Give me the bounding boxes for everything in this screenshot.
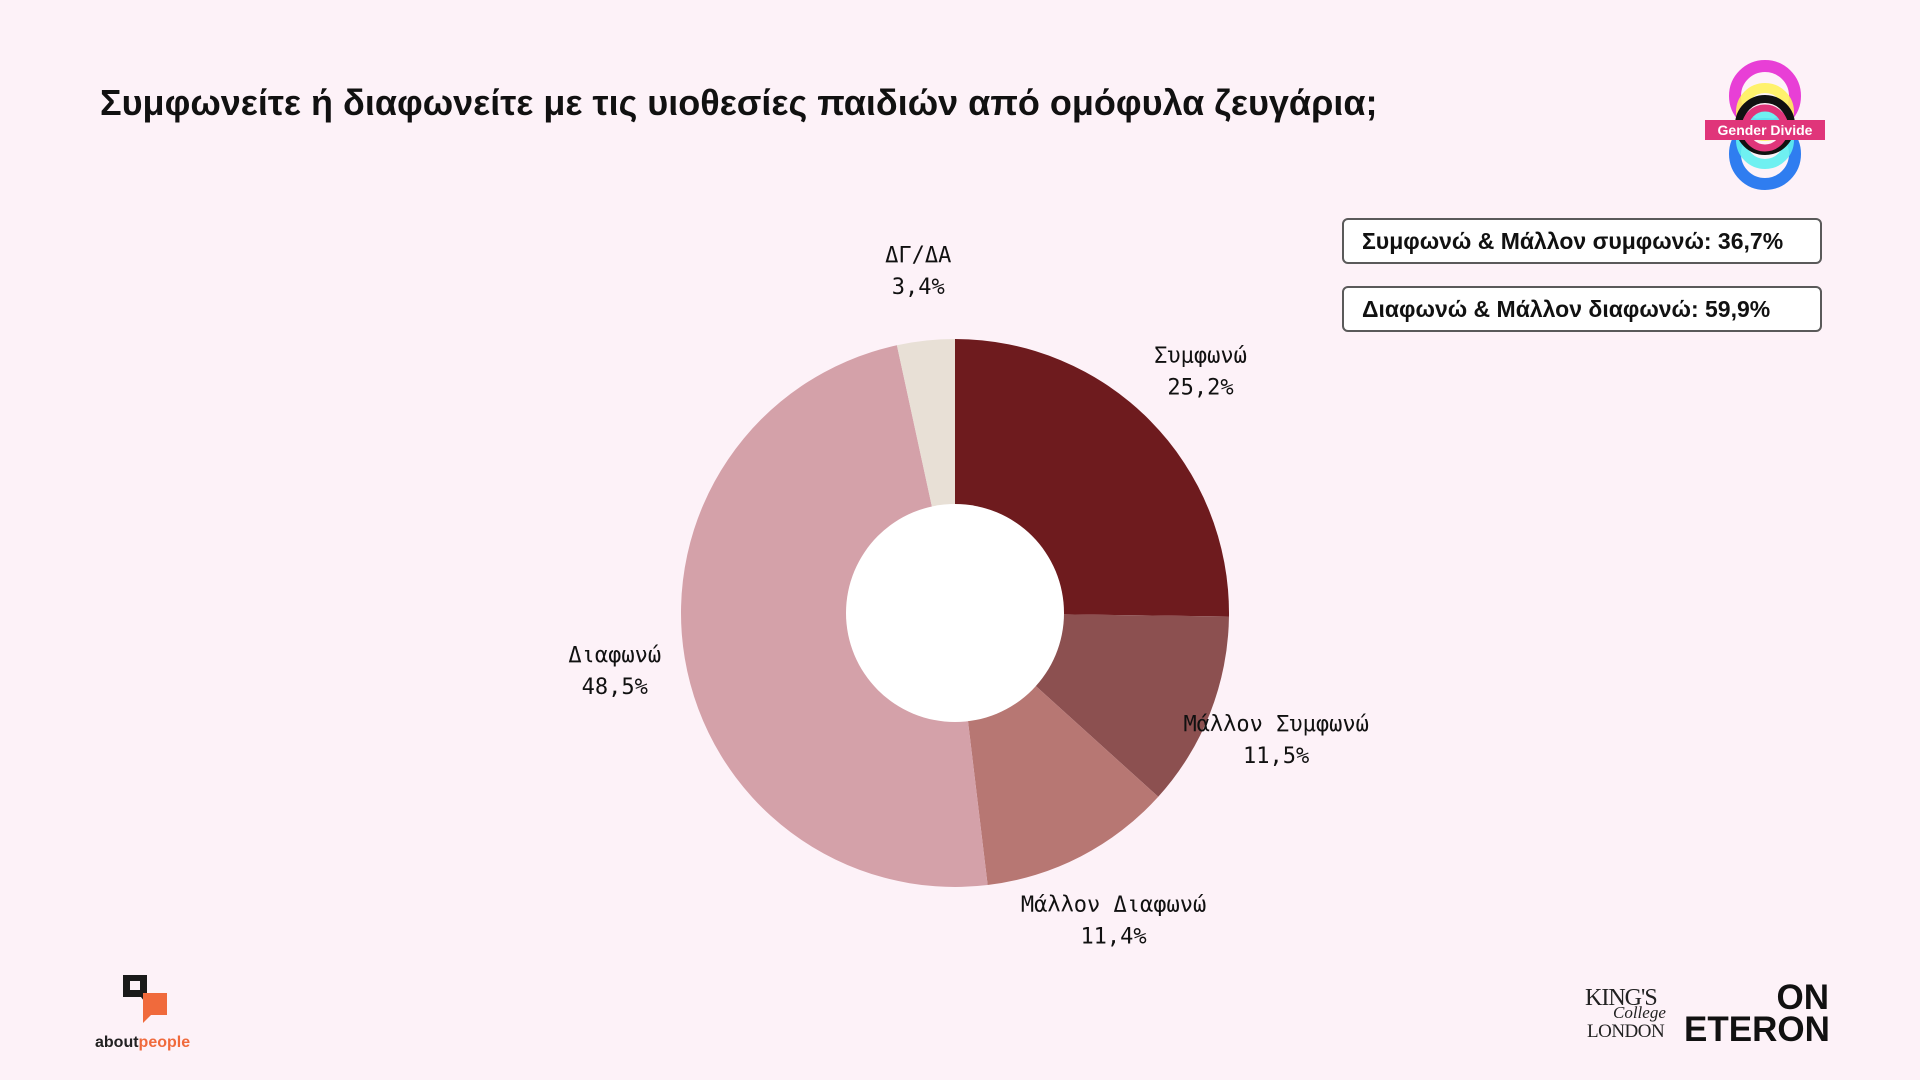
aboutpeople-wordmark: aboutpeople (95, 1034, 190, 1052)
slice-label-4: Διαφωνώ (568, 643, 661, 668)
slice-value-2: 11,5% (1243, 744, 1309, 769)
oe-line-2: ETERON (1684, 1010, 1830, 1049)
slice-label-3: Μάλλον Διαφωνώ (1021, 892, 1206, 917)
kcl-line-2: College (1613, 1003, 1666, 1022)
slice-value-4: 48,5% (582, 675, 648, 700)
slice-label-2: Μάλλον Συμφωνώ (1183, 712, 1368, 737)
slice-label-5: ΔΓ/ΔΑ (885, 243, 951, 268)
speech-bubbles-icon (123, 975, 167, 1023)
chart-title: Συμφωνείτε ή διαφωνείτε με τις υιοθεσίες… (100, 82, 1378, 123)
oe-line-1: ON (1776, 978, 1830, 1017)
summary-disagree-box: Διαφωνώ & Μάλλον διαφωνώ: 59,9% (1342, 286, 1822, 332)
gender-divide-logo: Gender Divide (1690, 50, 1840, 220)
summary-disagree-text: Διαφωνώ & Μάλλον διαφωνώ: 59,9% (1362, 295, 1771, 322)
slice-4 (681, 345, 988, 887)
aboutpeople-word-about: about (95, 1034, 139, 1051)
slice-value-1: 25,2% (1167, 376, 1233, 401)
slice-labels: Συμφωνώ 25,2% Μάλλον Συμφωνώ 11,5% Μάλλον Δι… (568, 243, 1368, 949)
slice-label-1: Συμφωνώ (1154, 344, 1247, 369)
summary-agree-text: Συμφωνώ & Μάλλον συμφωνώ: 36,7% (1362, 227, 1784, 254)
kcl-line-1: KING'S (1585, 985, 1658, 1011)
summary-agree-box: Συμφωνώ & Μάλλον συμφωνώ: 36,7% (1342, 218, 1822, 264)
donut-hole (846, 504, 1064, 722)
gender-divide-text: Gender Divide (1705, 120, 1825, 140)
aboutpeople-word-people: people (138, 1034, 191, 1051)
slice-value-3: 11,4% (1080, 924, 1146, 949)
kcl-line-3: LONDON (1587, 1021, 1665, 1042)
kings-college-london-logo: KING'S College LONDON (1585, 985, 1675, 1045)
on-eteron-logo: ON ETERON (1684, 978, 1830, 1052)
slice-value-5: 3,4% (892, 275, 945, 300)
aboutpeople-logo: aboutpeople (95, 975, 215, 1055)
